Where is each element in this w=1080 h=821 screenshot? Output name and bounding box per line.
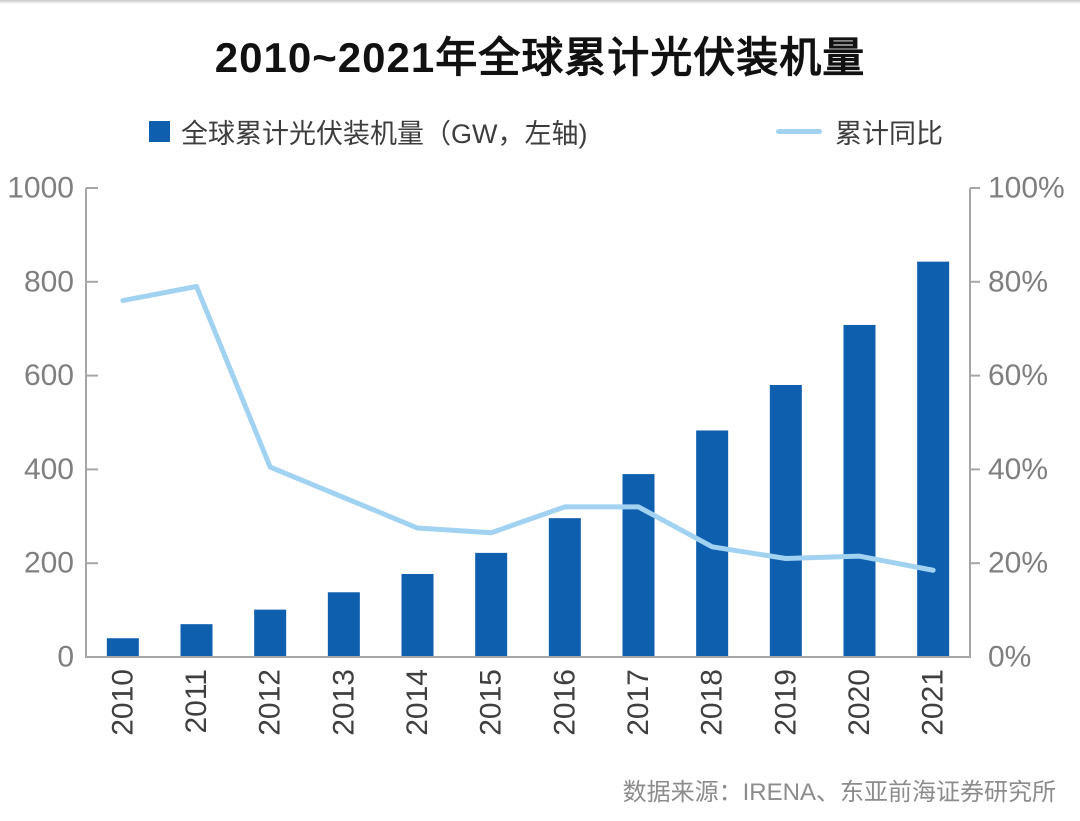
bar-2018 — [696, 430, 729, 657]
left-axis-tick-label: 600 — [24, 359, 74, 392]
bar-2015 — [475, 552, 508, 657]
left-axis-tick-label: 200 — [24, 547, 74, 580]
left-axis-tick-label: 400 — [24, 453, 74, 486]
x-axis-label-2013: 2013 — [327, 669, 360, 736]
x-axis-label-2021: 2021 — [917, 669, 950, 736]
line-series-line-icon — [776, 129, 822, 134]
x-axis-label-2018: 2018 — [696, 669, 729, 736]
x-axis-label-2012: 2012 — [254, 669, 287, 736]
right-axis-tick-label: 0% — [988, 641, 1031, 674]
right-axis-tick-label: 80% — [988, 265, 1048, 298]
top-edge-shadow — [0, 0, 1080, 4]
bar-series-square-icon — [149, 121, 170, 142]
right-axis-tick-label: 60% — [988, 359, 1048, 392]
bar-2012 — [254, 609, 287, 657]
bar-2019 — [769, 384, 802, 657]
bar-2021 — [917, 261, 950, 657]
left-axis-tick-label: 800 — [24, 265, 74, 298]
right-axis-tick-label: 100% — [988, 172, 1065, 205]
data-source-note: 数据来源：IRENA、东亚前海证券研究所 — [622, 779, 1056, 806]
x-axis-label-2017: 2017 — [622, 669, 655, 736]
x-axis-label-2019: 2019 — [769, 669, 802, 736]
line-series-label: 累计同比 — [835, 119, 943, 149]
legend-item-installed-capacity: 全球累计光伏装机量（GW，左轴) — [149, 112, 587, 151]
bar-2010 — [106, 638, 139, 657]
bar-2011 — [180, 624, 213, 657]
x-axis-label-2020: 2020 — [843, 669, 876, 736]
chart-title: 2010~2021年全球累计光伏装机量 — [214, 34, 866, 81]
x-axis-label-2016: 2016 — [548, 669, 581, 736]
left-axis-tick-label: 0 — [57, 641, 74, 674]
bar-2014 — [401, 573, 434, 657]
right-axis-tick-label: 20% — [988, 547, 1048, 580]
x-axis-label-2010: 2010 — [106, 669, 139, 736]
x-axis-label-2011: 2011 — [180, 669, 213, 734]
yoy-growth-line — [120, 283, 936, 573]
bar-2017 — [622, 474, 655, 657]
bar-2020 — [843, 324, 876, 657]
bar-2016 — [548, 518, 581, 657]
bar-series-label: 全球累计光伏装机量（GW，左轴) — [181, 119, 588, 149]
right-axis-tick-label: 40% — [988, 453, 1048, 486]
x-axis-label-2015: 2015 — [475, 669, 508, 736]
x-axis-label-2014: 2014 — [401, 669, 434, 736]
bar-2013 — [327, 592, 360, 657]
legend-item-yoy-growth: 累计同比 — [776, 112, 943, 151]
left-axis-tick-label: 1000 — [7, 172, 74, 205]
